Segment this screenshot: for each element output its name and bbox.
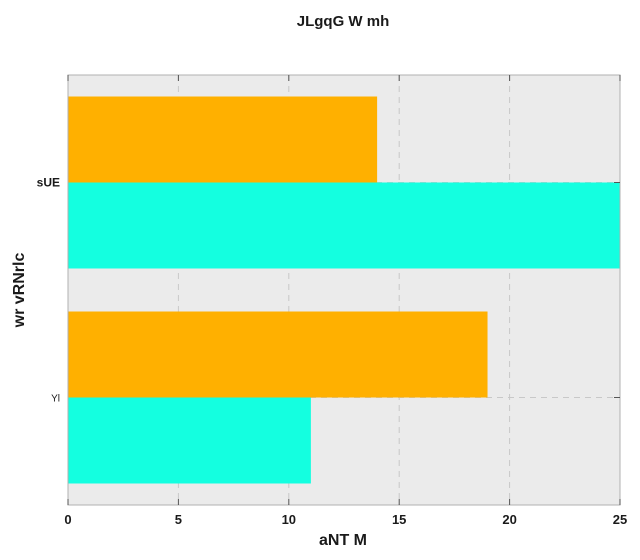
x-tick-label: 0 — [64, 512, 71, 527]
x-tick-label: 25 — [613, 512, 627, 527]
bar — [68, 311, 488, 398]
x-tick-label: 20 — [502, 512, 516, 527]
x-axis-label: aNT M — [319, 532, 367, 549]
y-tick-label: sUE — [37, 176, 60, 190]
x-tick-label: 10 — [282, 512, 296, 527]
bar — [68, 182, 620, 269]
plot-frame — [67, 74, 621, 506]
y-axis-label: wr vRNrlc — [11, 253, 28, 329]
bar — [68, 96, 378, 183]
bars — [68, 96, 620, 484]
x-tick-label: 15 — [392, 512, 406, 527]
x-tick-label: 5 — [175, 512, 182, 527]
y-tick-label: Yl — [51, 394, 60, 405]
chart-title: JLgqG W mh — [297, 13, 390, 30]
axis-ticks: 0 5 10 15 20 25 sUE Yl — [37, 75, 627, 527]
bar — [68, 397, 311, 484]
